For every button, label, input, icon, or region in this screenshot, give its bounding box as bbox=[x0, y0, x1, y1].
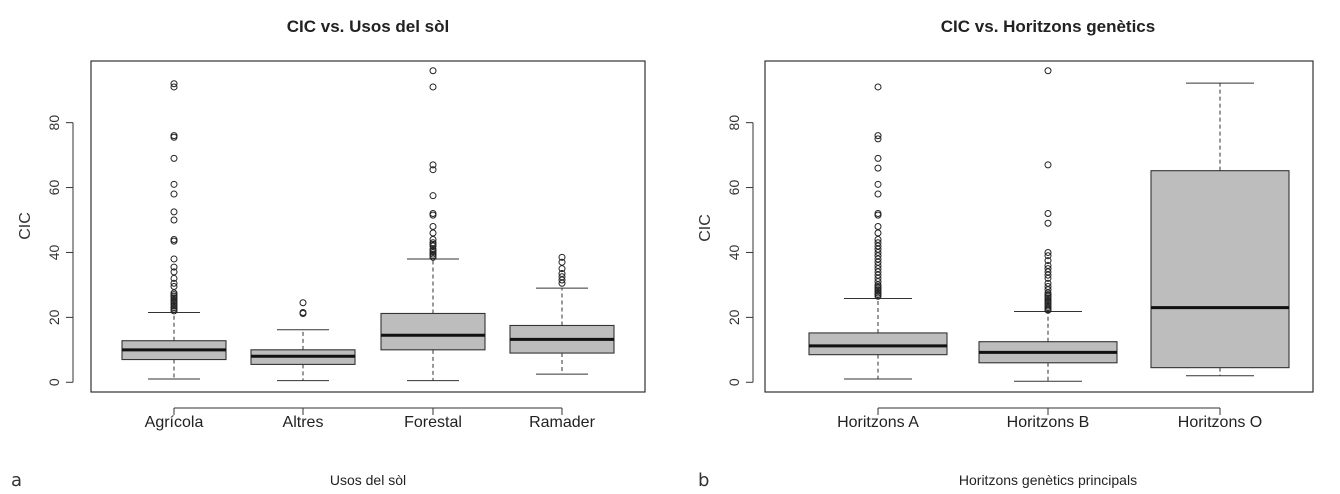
outlier-point bbox=[429, 166, 437, 174]
y-tick-label: 40 bbox=[46, 244, 62, 260]
y-tick-label: 0 bbox=[726, 378, 742, 386]
box-forestal bbox=[380, 67, 486, 382]
outlier-point bbox=[299, 299, 307, 307]
outlier-point bbox=[874, 154, 882, 162]
outlier-point bbox=[874, 132, 882, 140]
outlier-point bbox=[874, 164, 882, 172]
outlier-point bbox=[170, 307, 178, 315]
y-tick-label: 60 bbox=[46, 180, 62, 196]
outlier-point bbox=[874, 190, 882, 198]
y-axis-label: CIC bbox=[17, 212, 34, 240]
y-tick-label: 80 bbox=[46, 115, 62, 131]
outlier-point bbox=[874, 135, 882, 143]
outlier-point bbox=[170, 274, 178, 282]
outlier-point bbox=[1044, 252, 1052, 260]
outlier-point bbox=[558, 276, 566, 284]
box-ramader bbox=[509, 253, 615, 375]
outlier-point bbox=[558, 265, 566, 273]
outlier-point bbox=[170, 154, 178, 162]
outlier-point bbox=[170, 263, 178, 271]
chart-title: CIC vs. Usos del sòl bbox=[287, 17, 450, 36]
panel-letter: b bbox=[698, 470, 709, 491]
outlier-point bbox=[429, 211, 437, 219]
x-axis-label: Horitzons genètics principals bbox=[959, 472, 1137, 488]
boxplot-usos-del-sol: CIC vs. Usos del sòl CIC Usos del sòl a … bbox=[11, 17, 646, 491]
box-altres bbox=[250, 299, 356, 382]
outlier-point bbox=[170, 83, 178, 91]
outlier-point bbox=[874, 211, 882, 219]
outlier-point bbox=[1044, 274, 1052, 282]
outlier-point bbox=[429, 229, 437, 237]
category-label: Horitzons O bbox=[1178, 414, 1262, 431]
outlier-point bbox=[874, 229, 882, 237]
outlier-point bbox=[1044, 271, 1052, 279]
outlier-point bbox=[170, 208, 178, 216]
outlier-point bbox=[558, 279, 566, 287]
box-horitzons-b bbox=[978, 67, 1118, 382]
outlier-point bbox=[1044, 161, 1052, 169]
outlier-point bbox=[874, 83, 882, 91]
outlier-point bbox=[1044, 219, 1052, 227]
y-tick-label: 20 bbox=[726, 309, 742, 325]
outlier-point bbox=[170, 80, 178, 88]
plot-frame bbox=[764, 60, 1314, 393]
iqr-box bbox=[1150, 170, 1290, 369]
category-label: Ramader bbox=[529, 414, 595, 431]
iqr-box bbox=[808, 332, 948, 356]
x-axis-label: Usos del sòl bbox=[330, 472, 406, 488]
outlier-point bbox=[429, 223, 437, 230]
outlier-point bbox=[429, 161, 437, 169]
y-tick-label: 60 bbox=[726, 180, 742, 196]
outlier-point bbox=[1044, 67, 1052, 75]
box-horitzons-a bbox=[808, 83, 948, 380]
outlier-point bbox=[1044, 257, 1052, 265]
outlier-point bbox=[429, 67, 437, 75]
outlier-point bbox=[170, 180, 178, 188]
outlier-point bbox=[1044, 306, 1052, 314]
panel-horitzons-genetics: CIC vs. Horitzons genètics CIC Horitzons… bbox=[670, 0, 1340, 494]
outlier-point bbox=[874, 292, 882, 300]
outlier-point bbox=[429, 192, 437, 200]
outlier-point bbox=[170, 237, 178, 245]
category-label: Altres bbox=[283, 414, 324, 431]
outlier-point bbox=[170, 255, 178, 263]
plot-frame bbox=[90, 60, 646, 393]
category-label: Forestal bbox=[404, 414, 462, 431]
boxplot-horitzons-genetics: CIC vs. Horitzons genètics CIC Horitzons… bbox=[697, 17, 1314, 491]
panel-letter: a bbox=[11, 470, 22, 491]
outlier-point bbox=[558, 253, 566, 261]
y-tick-label: 40 bbox=[726, 244, 742, 260]
outlier-point bbox=[874, 180, 882, 188]
outlier-point bbox=[170, 216, 178, 224]
category-label: Horitzons A bbox=[837, 414, 919, 431]
outlier-point bbox=[429, 253, 437, 261]
box-horitzons-o bbox=[1150, 82, 1290, 377]
iqr-box bbox=[380, 312, 486, 351]
y-tick-label: 20 bbox=[46, 309, 62, 325]
outlier-point bbox=[429, 83, 437, 91]
box-agrícola bbox=[121, 80, 227, 380]
outlier-point bbox=[170, 279, 178, 287]
y-tick-label: 0 bbox=[46, 378, 62, 386]
outlier-point bbox=[874, 223, 882, 230]
outlier-point bbox=[170, 190, 178, 198]
category-label: Agrícola bbox=[145, 414, 204, 431]
category-label: Horitzons B bbox=[1007, 414, 1090, 431]
panel-usos-del-sol: CIC vs. Usos del sòl CIC Usos del sòl a … bbox=[11, 17, 646, 491]
chart-title: CIC vs. Horitzons genètics bbox=[941, 17, 1155, 36]
outlier-point bbox=[170, 133, 178, 141]
y-tick-label: 80 bbox=[726, 115, 742, 131]
outlier-point bbox=[1044, 248, 1052, 256]
outlier-point bbox=[1044, 210, 1052, 218]
outlier-point bbox=[299, 309, 307, 317]
y-axis-label: CIC bbox=[697, 214, 714, 242]
